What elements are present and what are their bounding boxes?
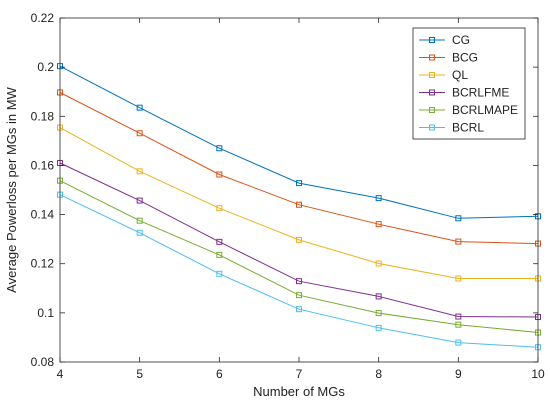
y-tick-label: 0.14 xyxy=(31,208,55,222)
y-tick-label: 0.22 xyxy=(31,11,55,25)
data-point xyxy=(136,104,143,111)
data-point xyxy=(296,180,302,187)
legend-item: CG xyxy=(419,33,470,47)
x-tick-label: 5 xyxy=(136,367,143,381)
data-point xyxy=(375,221,382,228)
x-tick-label: 4 xyxy=(57,367,64,381)
legend-item: BCRL xyxy=(419,121,484,135)
legend-label: BCRLFME xyxy=(452,86,509,100)
data-point xyxy=(455,275,462,282)
x-tick-label: 7 xyxy=(296,367,303,381)
legend-marker-swatch xyxy=(429,37,435,43)
x-tick-label: 6 xyxy=(216,367,223,381)
legend-label: CG xyxy=(452,33,470,47)
legend-item: BCG xyxy=(419,51,478,65)
data-point xyxy=(296,201,302,208)
legend-marker-swatch xyxy=(429,72,435,78)
x-tick-label: 10 xyxy=(531,367,545,381)
data-point xyxy=(296,292,302,299)
data-point xyxy=(216,270,223,277)
series-bcg xyxy=(57,89,541,247)
data-point xyxy=(455,321,462,328)
data-point xyxy=(375,293,382,300)
x-axis-title: Number of MGs xyxy=(253,384,345,399)
data-point xyxy=(296,236,302,243)
data-point xyxy=(216,238,223,245)
series-line xyxy=(59,92,539,245)
legend-item: BCRLMAPE xyxy=(419,103,518,117)
legend-label: BCRLMAPE xyxy=(452,103,518,117)
legend-item: BCRLFME xyxy=(419,86,509,100)
series-group xyxy=(57,63,541,351)
y-tick-label: 0.08 xyxy=(31,355,55,369)
series-line xyxy=(59,127,538,279)
data-point xyxy=(455,215,462,222)
legend-box xyxy=(412,27,526,140)
series-line xyxy=(59,65,539,219)
data-point xyxy=(375,324,382,331)
data-point xyxy=(455,339,462,346)
series-bcrlfme xyxy=(57,159,541,321)
y-tick-label: 0.2 xyxy=(37,60,54,74)
data-point xyxy=(136,130,143,137)
data-point xyxy=(296,306,302,313)
data-point xyxy=(455,238,462,245)
legend-marker-swatch xyxy=(429,124,435,131)
y-axis-title: Average Powerloss per MGs in MW xyxy=(4,86,19,292)
data-point xyxy=(216,145,223,152)
y-tick-label: 0.18 xyxy=(31,109,55,123)
x-tick-label: 9 xyxy=(455,367,462,381)
data-point xyxy=(375,195,382,202)
data-point xyxy=(455,313,462,320)
data-point xyxy=(216,251,223,258)
legend-label: QL xyxy=(452,68,468,82)
data-point xyxy=(136,229,143,236)
legend-marker-swatch xyxy=(429,107,435,113)
series-bcrlmape xyxy=(57,177,541,336)
series-line xyxy=(59,194,539,348)
legend: CG BCG QL BCRLFME BCRLMAPE BCRL xyxy=(412,27,526,140)
y-tick-label: 0.12 xyxy=(31,257,55,271)
legend-item: QL xyxy=(419,68,468,82)
legend-label: BCG xyxy=(452,51,478,65)
y-tick-label: 0.16 xyxy=(31,158,55,172)
legend-marker-swatch xyxy=(429,54,435,61)
data-point xyxy=(136,168,143,175)
legend-label: BCRL xyxy=(452,121,484,135)
data-point xyxy=(375,310,382,317)
data-point xyxy=(296,278,302,285)
series-line xyxy=(59,162,539,318)
legend-marker-swatch xyxy=(429,89,435,96)
data-point xyxy=(216,171,223,178)
data-point xyxy=(136,217,143,224)
x-tick-label: 8 xyxy=(375,367,382,381)
data-point xyxy=(216,205,223,212)
axes: 4 5 6 7 8 9 10 0.08 0.1 0.12 0.14 0.16 0.18 0.2 0.22 Nu… xyxy=(4,11,545,399)
series-line xyxy=(59,180,539,333)
data-point xyxy=(375,260,382,267)
data-point xyxy=(136,197,143,204)
y-tick-label: 0.1 xyxy=(37,306,54,320)
